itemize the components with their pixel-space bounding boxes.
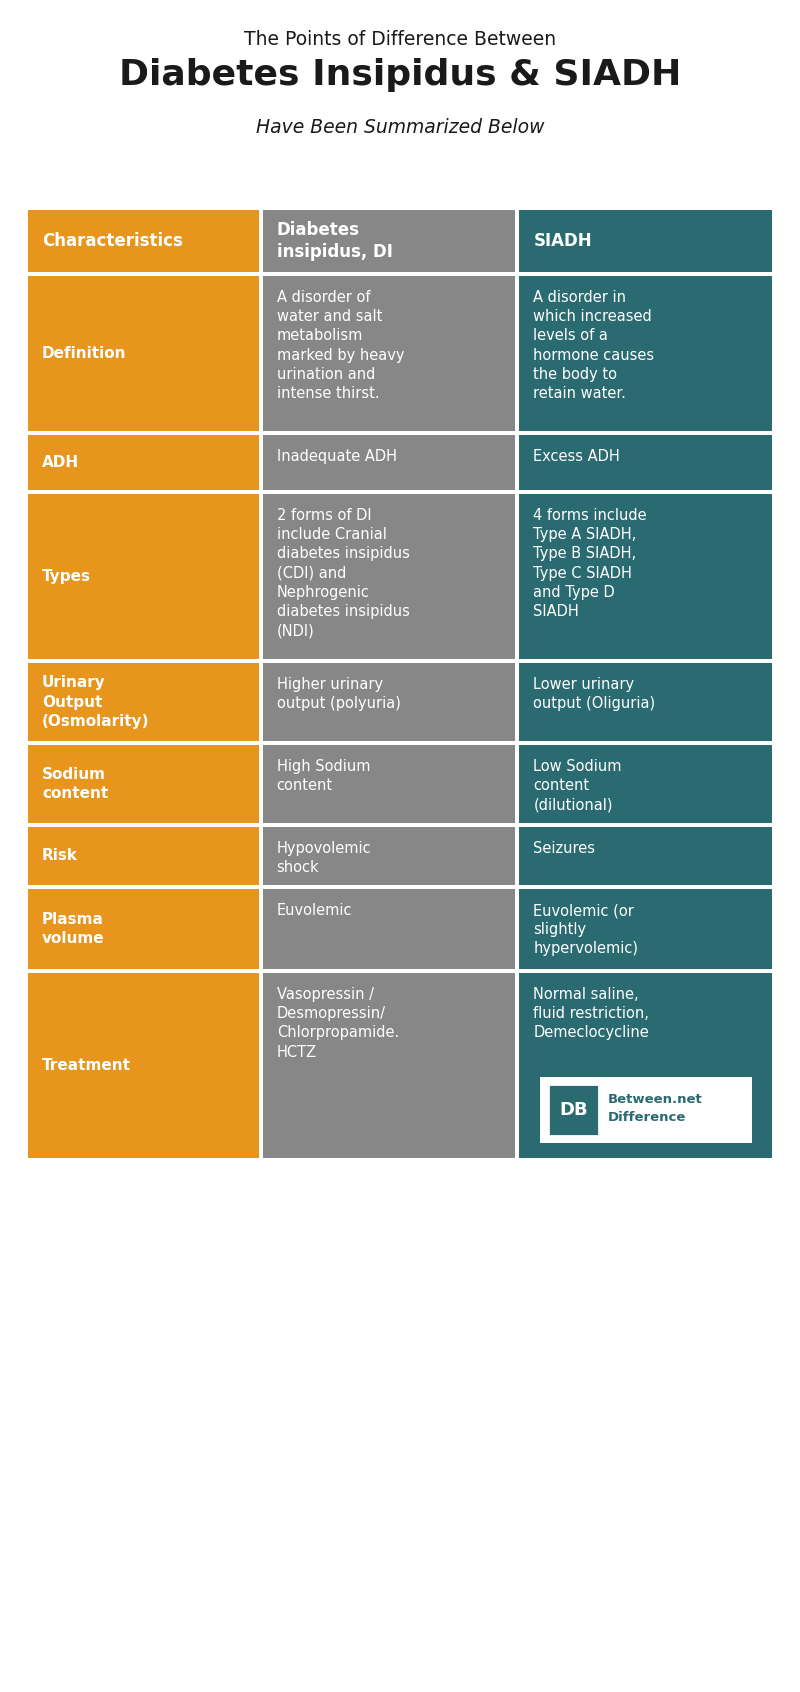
Text: 4 forms include
Type A SIADH,
Type B SIADH,
Type C SIADH
and Type D
SIADH: 4 forms include Type A SIADH, Type B SIA… — [534, 508, 647, 619]
Text: Urinary
Output
(Osmolarity): Urinary Output (Osmolarity) — [42, 675, 150, 729]
Text: Seizures: Seizures — [534, 841, 595, 856]
Text: Euvolemic: Euvolemic — [277, 904, 352, 919]
Text: ADH: ADH — [42, 455, 79, 470]
FancyBboxPatch shape — [28, 210, 258, 272]
FancyBboxPatch shape — [519, 210, 772, 272]
Text: Low Sodium
content
(dilutional): Low Sodium content (dilutional) — [534, 760, 622, 812]
Text: A disorder in
which increased
levels of a
hormone causes
the body to
retain wate: A disorder in which increased levels of … — [534, 289, 654, 401]
FancyBboxPatch shape — [262, 210, 515, 272]
Text: Lower urinary
output (Oliguria): Lower urinary output (Oliguria) — [534, 677, 655, 711]
Text: Types: Types — [42, 569, 91, 584]
Text: Diabetes Insipidus & SIADH: Diabetes Insipidus & SIADH — [119, 58, 681, 91]
Text: Vasopressin /
Desmopressin/
Chlorpropamide.
HCTZ: Vasopressin / Desmopressin/ Chlorpropami… — [277, 986, 399, 1059]
Text: Difference: Difference — [607, 1112, 686, 1123]
FancyBboxPatch shape — [547, 1085, 599, 1135]
Text: 2 forms of DI
include Cranial
diabetes insipidus
(CDI) and
Nephrogenic
diabetes : 2 forms of DI include Cranial diabetes i… — [277, 508, 410, 638]
Text: Characteristics: Characteristics — [42, 232, 183, 250]
FancyBboxPatch shape — [539, 1076, 752, 1144]
Text: Euvolemic (or
slightly
hypervolemic): Euvolemic (or slightly hypervolemic) — [534, 904, 638, 956]
Text: DB: DB — [559, 1101, 588, 1118]
Text: Definition: Definition — [42, 345, 126, 360]
Text: Excess ADH: Excess ADH — [534, 448, 620, 464]
Text: Normal saline,
fluid restriction,
Demeclocycline: Normal saline, fluid restriction, Demecl… — [534, 986, 649, 1041]
Text: Treatment: Treatment — [42, 1058, 131, 1073]
FancyBboxPatch shape — [28, 663, 258, 741]
FancyBboxPatch shape — [262, 435, 515, 491]
FancyBboxPatch shape — [28, 435, 258, 491]
FancyBboxPatch shape — [262, 744, 515, 822]
FancyBboxPatch shape — [28, 494, 258, 658]
Text: Risk: Risk — [42, 848, 78, 863]
Text: Inadequate ADH: Inadequate ADH — [277, 448, 397, 464]
FancyBboxPatch shape — [519, 973, 772, 1157]
FancyBboxPatch shape — [262, 494, 515, 658]
FancyBboxPatch shape — [28, 276, 258, 431]
FancyBboxPatch shape — [262, 827, 515, 885]
FancyBboxPatch shape — [519, 827, 772, 885]
FancyBboxPatch shape — [28, 827, 258, 885]
Text: Between.net: Between.net — [607, 1093, 702, 1107]
FancyBboxPatch shape — [262, 663, 515, 741]
Text: Sodium
content: Sodium content — [42, 766, 108, 800]
FancyBboxPatch shape — [519, 435, 772, 491]
FancyBboxPatch shape — [28, 744, 258, 822]
Text: Have Been Summarized Below: Have Been Summarized Below — [256, 118, 544, 137]
Text: High Sodium
content: High Sodium content — [277, 760, 370, 794]
FancyBboxPatch shape — [262, 973, 515, 1157]
FancyBboxPatch shape — [262, 888, 515, 970]
FancyBboxPatch shape — [519, 888, 772, 970]
Text: SIADH: SIADH — [534, 232, 592, 250]
FancyBboxPatch shape — [262, 276, 515, 431]
FancyBboxPatch shape — [519, 663, 772, 741]
Text: Hypovolemic
shock: Hypovolemic shock — [277, 841, 371, 875]
Text: Plasma
volume: Plasma volume — [42, 912, 105, 946]
Text: Diabetes
insipidus, DI: Diabetes insipidus, DI — [277, 220, 393, 262]
FancyBboxPatch shape — [28, 888, 258, 970]
Text: The Points of Difference Between: The Points of Difference Between — [244, 30, 556, 49]
FancyBboxPatch shape — [519, 276, 772, 431]
Text: Higher urinary
output (polyuria): Higher urinary output (polyuria) — [277, 677, 401, 711]
FancyBboxPatch shape — [519, 744, 772, 822]
Text: A disorder of
water and salt
metabolism
marked by heavy
urination and
intense th: A disorder of water and salt metabolism … — [277, 289, 404, 401]
FancyBboxPatch shape — [519, 494, 772, 658]
FancyBboxPatch shape — [28, 973, 258, 1157]
